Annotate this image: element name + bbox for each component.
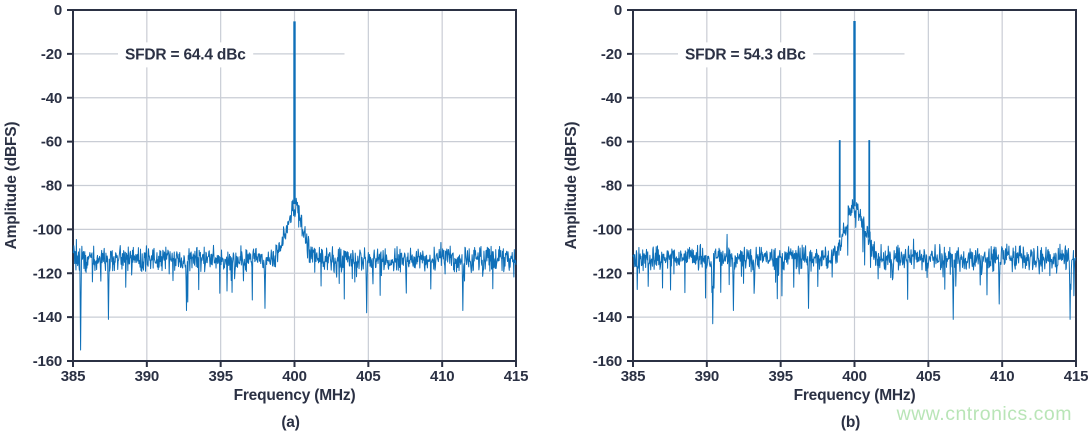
y-tick-label: -80 xyxy=(41,178,62,195)
noise-floor-trace xyxy=(632,199,1077,325)
spectrum-panel-a: SFDR = 64.4 dBc 0 -20 -40 -60 -80 -100 -120 -140… xyxy=(3,2,529,431)
sfdr-annotation-bg xyxy=(678,42,814,68)
x-tick-label: 405 xyxy=(916,368,940,385)
sfdr-annotation: SFDR = 54.3 dBc xyxy=(678,42,814,68)
sfdr-annotation-text: SFDR = 54.3 dBc xyxy=(685,46,806,63)
panel-caption: (b) xyxy=(841,414,860,431)
y-axis-tick-labels: 0 -20 -40 -60 -80 -100 -120 -140 -160 xyxy=(593,2,622,370)
y-axis-label: Amplitude (dBFS) xyxy=(563,122,580,250)
y-tick-label: -120 xyxy=(33,265,62,282)
y-tick-label: -120 xyxy=(593,265,622,282)
sfdr-annotation-text: SFDR = 64.4 dBc xyxy=(125,46,246,63)
y-axis-label: Amplitude (dBFS) xyxy=(3,122,20,250)
spectrum-panel-b: SFDR = 54.3 dBc 0 -20 -40 -60 -80 -100 -120 -140… xyxy=(560,0,1092,434)
y-tick-label: -40 xyxy=(41,90,62,107)
x-tick-label: 415 xyxy=(504,368,528,385)
y-tick-label: -80 xyxy=(601,178,622,195)
x-tick-label: 410 xyxy=(990,368,1014,385)
y-tick-label: -20 xyxy=(601,46,622,63)
y-tick-label: -100 xyxy=(593,221,622,238)
watermark-text: www.cntronics.com xyxy=(896,403,1072,425)
y-tick-label: -140 xyxy=(33,309,62,326)
sfdr-annotation-bg xyxy=(118,42,254,68)
x-tick-label: 390 xyxy=(695,368,719,385)
tick-marks xyxy=(627,9,1077,367)
y-tick-label: -60 xyxy=(601,134,622,151)
y-tick-label: 0 xyxy=(54,2,62,19)
x-tick-label: 410 xyxy=(430,368,454,385)
x-axis-label: Frequency (MHz) xyxy=(794,387,916,404)
panel-caption: (a) xyxy=(281,414,299,431)
y-axis-tick-labels: 0 -20 -40 -60 -80 -100 -120 -140 -160 xyxy=(33,2,62,370)
x-tick-label: 400 xyxy=(842,368,866,385)
x-tick-label: 395 xyxy=(768,368,792,385)
tick-marks xyxy=(67,9,517,367)
x-tick-label: 415 xyxy=(1064,368,1088,385)
spectrum-chart-b: SFDR = 54.3 dBc 0 -20 -40 -60 -80 -100 -120 -140… xyxy=(563,2,1089,431)
spectrum-chart-a: SFDR = 64.4 dBc 0 -20 -40 -60 -80 -100 -120 -140… xyxy=(3,2,529,431)
x-tick-label: 400 xyxy=(282,368,306,385)
y-tick-label: -60 xyxy=(41,134,62,151)
x-tick-label: 405 xyxy=(356,368,380,385)
x-axis-tick-labels: 385 390 395 400 405 410 415 xyxy=(621,368,1089,385)
x-axis-label: Frequency (MHz) xyxy=(234,387,356,404)
x-axis-tick-labels: 385 390 395 400 405 410 415 xyxy=(61,368,529,385)
sfdr-annotation: SFDR = 64.4 dBc xyxy=(118,42,254,68)
y-tick-label: -160 xyxy=(593,353,622,370)
x-tick-label: 395 xyxy=(208,368,232,385)
x-tick-label: 385 xyxy=(621,368,645,385)
y-tick-label: -100 xyxy=(33,221,62,238)
y-tick-label: -40 xyxy=(601,90,622,107)
y-tick-label: -160 xyxy=(33,353,62,370)
y-tick-label: 0 xyxy=(614,2,622,19)
y-tick-label: -20 xyxy=(41,46,62,63)
y-tick-label: -140 xyxy=(593,309,622,326)
noise-floor-trace xyxy=(72,197,517,351)
x-tick-label: 385 xyxy=(61,368,85,385)
x-tick-label: 390 xyxy=(135,368,159,385)
